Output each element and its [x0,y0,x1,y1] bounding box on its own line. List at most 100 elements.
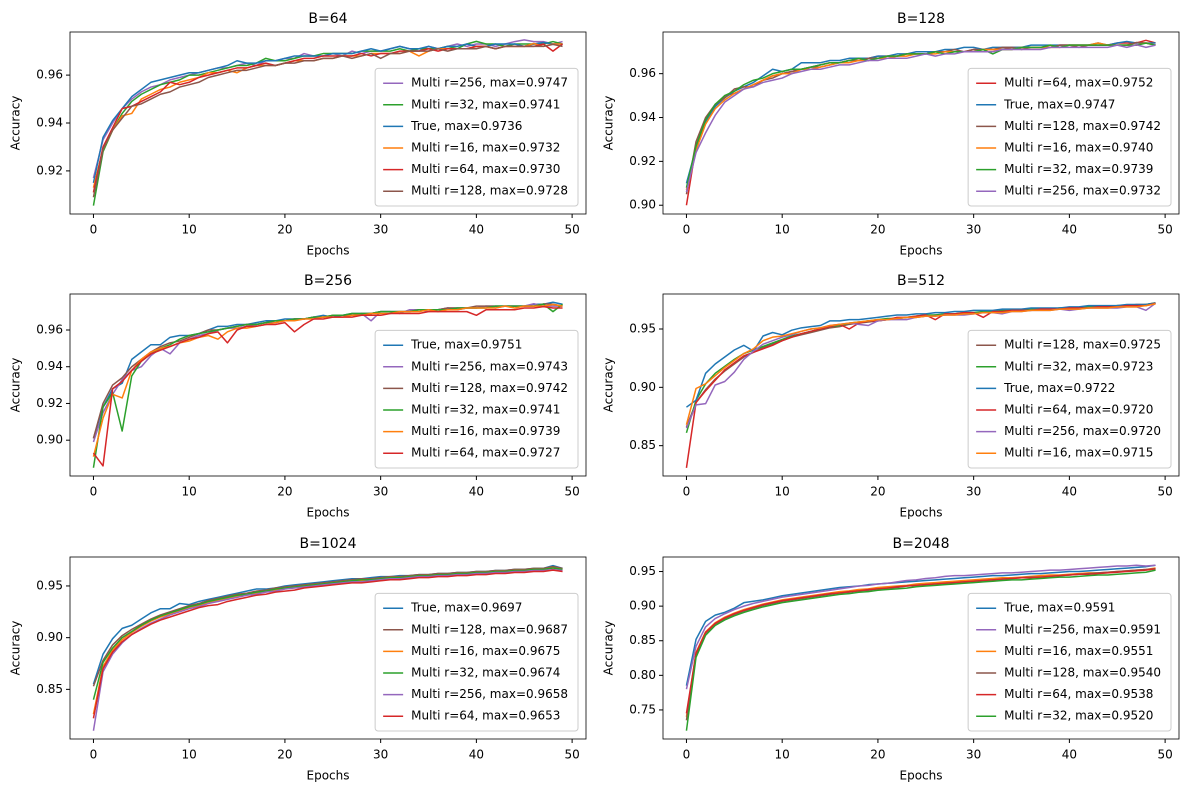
subplot-title: B=64 [308,11,347,27]
axes-frame [69,556,587,740]
x-tick-label: 0 [90,223,98,237]
x-tick-label: 20 [870,485,885,499]
subplot-title: B=1024 [300,536,357,552]
legend-label: Multi r=32, max=0.9741 [411,403,560,417]
y-tick-label: 0.96 [629,66,656,80]
subplot: B=128 0 10 20 30 40 50 0.90 0.92 0.94 0.96 Epochs Ac… [602,11,1180,258]
y-tick-label: 0.94 [36,116,63,130]
x-tick-label: 50 [564,223,579,237]
y-tick-label: 0.95 [629,322,656,336]
y-tick-label: 0.90 [629,380,656,394]
legend-label: Multi r=128, max=0.9742 [411,381,568,395]
legend-box [967,329,1172,469]
x-axis-label: Epochs [900,506,943,520]
y-tick-label: 0.92 [629,154,656,168]
x-tick-label: 50 [1157,223,1172,237]
legend-label: Multi r=16, max=0.9740 [1004,141,1153,155]
x-tick-label: 20 [277,223,292,237]
x-tick-label: 30 [966,223,981,237]
x-tick-label: 50 [1157,748,1172,762]
legend: Multi r=256, max=0.9747 Multi r=32, max=0… [374,67,579,207]
x-tick-label: 20 [870,748,885,762]
y-tick-label: 0.85 [629,633,656,647]
subplot-title: B=128 [897,11,945,27]
x-axis-label: Epochs [307,769,350,783]
legend-label: True, max=0.9722 [1003,381,1115,395]
legend-box [967,67,1172,207]
x-tick-label: 0 [90,748,98,762]
legend-label: Multi r=128, max=0.9687 [411,622,568,636]
x-tick-label: 30 [373,223,388,237]
series-line [685,569,1156,731]
x-tick-label: 20 [870,223,885,237]
x-tick-label: 50 [564,485,579,499]
y-tick-label: 0.85 [629,438,656,452]
x-tick-label: 40 [469,223,484,237]
legend-label: Multi r=256, max=0.9591 [1004,622,1161,636]
axes-frame [662,293,1180,477]
x-tick-label: 0 [683,223,691,237]
x-tick-label: 0 [90,485,98,499]
y-tick-label: 0.92 [36,396,63,410]
y-tick-label: 0.85 [36,682,63,696]
legend-label: Multi r=256, max=0.9747 [411,76,568,90]
series-line [92,40,563,206]
x-tick-label: 10 [775,748,790,762]
legend-label: Multi r=256, max=0.9658 [411,687,568,701]
legend-label: Multi r=64, max=0.9752 [1004,76,1153,90]
axes-frame [69,31,587,215]
y-axis-label: Accuracy [602,621,616,676]
series-line [685,43,1156,193]
legend-label: Multi r=32, max=0.9739 [1004,162,1153,176]
y-tick-label: 0.90 [629,599,656,613]
legend-label: Multi r=128, max=0.9725 [1004,338,1161,352]
legend-label: Multi r=64, max=0.9720 [1004,403,1153,417]
legend-label: Multi r=128, max=0.9728 [411,184,568,198]
series-line [92,569,563,719]
legend: Multi r=64, max=0.9752 True, max=0.9747 Mu… [967,67,1172,207]
legend-label: Multi r=16, max=0.9675 [411,644,560,658]
subplot-title: B=512 [897,273,945,289]
legend-label: True, max=0.9747 [1003,97,1115,111]
legend-label: True, max=0.9591 [1003,601,1115,615]
subplot: B=2048 0 10 20 30 40 50 0.75 0.80 0.85 0.90 0.95 Epo… [602,536,1180,783]
x-tick-label: 40 [469,748,484,762]
legend: True, max=0.9697 Multi r=128, max=0.9687 M… [374,592,579,732]
x-tick-label: 30 [373,485,388,499]
legend-label: True, max=0.9736 [410,119,522,133]
x-axis-label: Epochs [307,244,350,258]
x-tick-label: 10 [775,485,790,499]
axes-frame [662,31,1180,215]
legend-label: Multi r=16, max=0.9739 [411,424,560,438]
legend-label: True, max=0.9697 [410,601,522,615]
legend-label: Multi r=32, max=0.9723 [1004,359,1153,373]
subplot: B=256 0 10 20 30 40 50 0.90 0.92 0.94 0.96 Epochs Ac… [9,273,587,520]
y-tick-label: 0.95 [36,578,63,592]
y-tick-label: 0.96 [36,322,63,336]
x-tick-label: 40 [1062,748,1077,762]
legend-label: Multi r=256, max=0.9743 [411,359,568,373]
subplot: B=512 0 10 20 30 40 50 0.85 0.90 0.95 Epochs Accura… [602,273,1180,520]
legend-box [374,592,579,732]
y-axis-label: Accuracy [9,96,23,151]
series-line [685,302,1156,468]
y-axis-label: Accuracy [602,358,616,413]
x-axis-label: Epochs [900,244,943,258]
legend-box [374,329,579,469]
legend-label: Multi r=256, max=0.9732 [1004,184,1161,198]
series-line [92,305,563,467]
legend: True, max=0.9751 Multi r=256, max=0.9743 M… [374,329,579,469]
y-tick-label: 0.94 [629,110,656,124]
x-tick-label: 40 [1062,485,1077,499]
x-tick-label: 10 [182,223,197,237]
series-line [685,42,1156,188]
x-tick-label: 20 [277,485,292,499]
series-line [92,43,563,198]
x-tick-label: 30 [966,748,981,762]
y-tick-label: 0.95 [629,564,656,578]
subplot-title: B=256 [304,273,352,289]
legend-label: Multi r=128, max=0.9742 [1004,119,1161,133]
x-tick-label: 10 [775,223,790,237]
x-tick-label: 30 [966,485,981,499]
